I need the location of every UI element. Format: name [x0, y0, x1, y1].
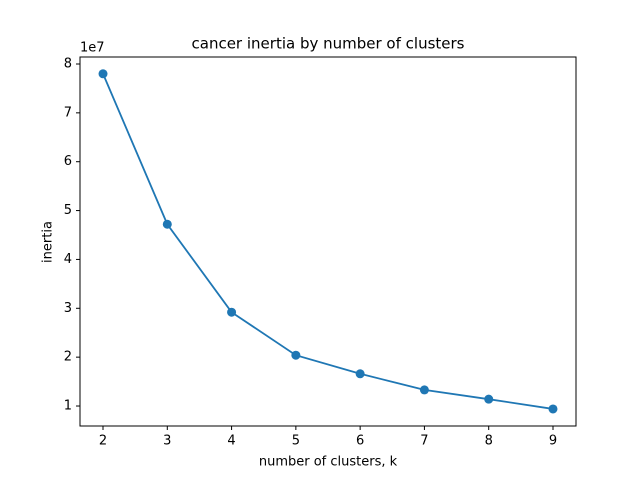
y-tick-label: 5 — [64, 203, 72, 218]
y-tick-label: 7 — [64, 105, 72, 120]
point — [98, 69, 108, 79]
point — [227, 307, 237, 317]
x-tick-label: 7 — [420, 434, 428, 449]
y-tick-label: 3 — [64, 301, 72, 316]
chart-title: cancer inertia by number of clusters — [192, 35, 465, 53]
y-tick-label: 4 — [64, 252, 72, 267]
x-tick-label: 8 — [485, 434, 493, 449]
point — [419, 385, 429, 395]
x-tick-label: 5 — [292, 434, 300, 449]
point — [548, 404, 558, 414]
point — [291, 350, 301, 360]
y-offset-label: 1e7 — [80, 41, 105, 56]
plot-frame — [79, 56, 577, 427]
line — [102, 73, 554, 410]
point — [355, 369, 365, 379]
x-tick-label: 4 — [227, 434, 235, 449]
point — [162, 219, 172, 229]
x-tick-label: 9 — [549, 434, 557, 449]
y-tick-label: 8 — [64, 56, 72, 71]
point — [484, 394, 494, 404]
y-tick-label: 1 — [64, 399, 72, 414]
x-axis-label: number of clusters, k — [259, 455, 398, 470]
x-tick-label: 2 — [99, 434, 107, 449]
y-tick-label: 2 — [64, 350, 72, 365]
x-tick-label: 3 — [163, 434, 171, 449]
x-tick-label: 6 — [356, 434, 364, 449]
y-axis-label: inertia — [41, 221, 56, 263]
y-tick-label: 6 — [64, 154, 72, 169]
